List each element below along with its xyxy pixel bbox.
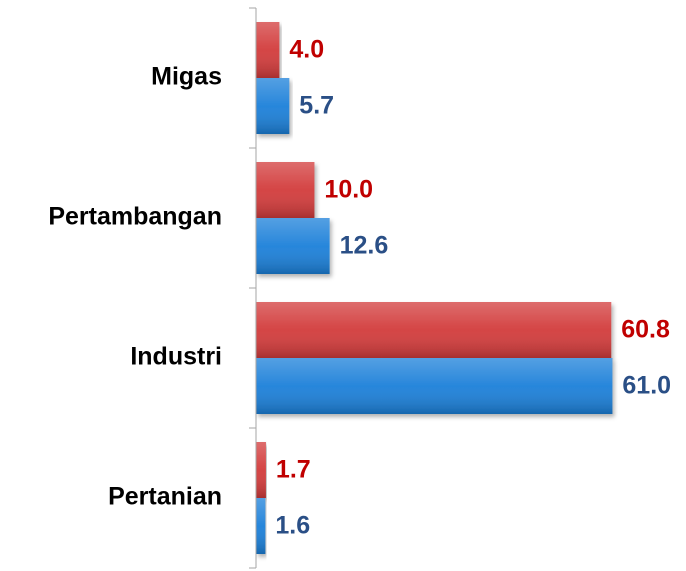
value-label: 60.8 [621, 316, 670, 344]
bar-shine [256, 302, 612, 358]
value-label: 61.0 [622, 372, 671, 400]
value-label: 4.0 [289, 36, 324, 64]
value-label: 1.6 [275, 512, 310, 540]
bar [256, 218, 330, 274]
value-label: 12.6 [340, 232, 389, 260]
bar [256, 498, 266, 554]
bar-shine [256, 218, 330, 274]
bar [256, 442, 266, 498]
bar [256, 22, 280, 78]
bar [256, 162, 315, 218]
category-label: Migas [151, 63, 222, 91]
value-label: 10.0 [324, 176, 373, 204]
bar-shine [256, 358, 613, 414]
bar-shine [256, 498, 266, 554]
bar-shine [256, 22, 280, 78]
bar [256, 358, 613, 414]
bar-shine [256, 442, 266, 498]
bar-shine [256, 78, 290, 134]
bar-shine [256, 162, 315, 218]
bar [256, 78, 290, 134]
category-label: Industri [130, 343, 222, 371]
category-label: Pertanian [108, 483, 222, 511]
category-label: Pertambangan [48, 203, 222, 231]
value-label: 1.7 [276, 456, 311, 484]
bar [256, 302, 612, 358]
value-label: 5.7 [299, 92, 334, 120]
